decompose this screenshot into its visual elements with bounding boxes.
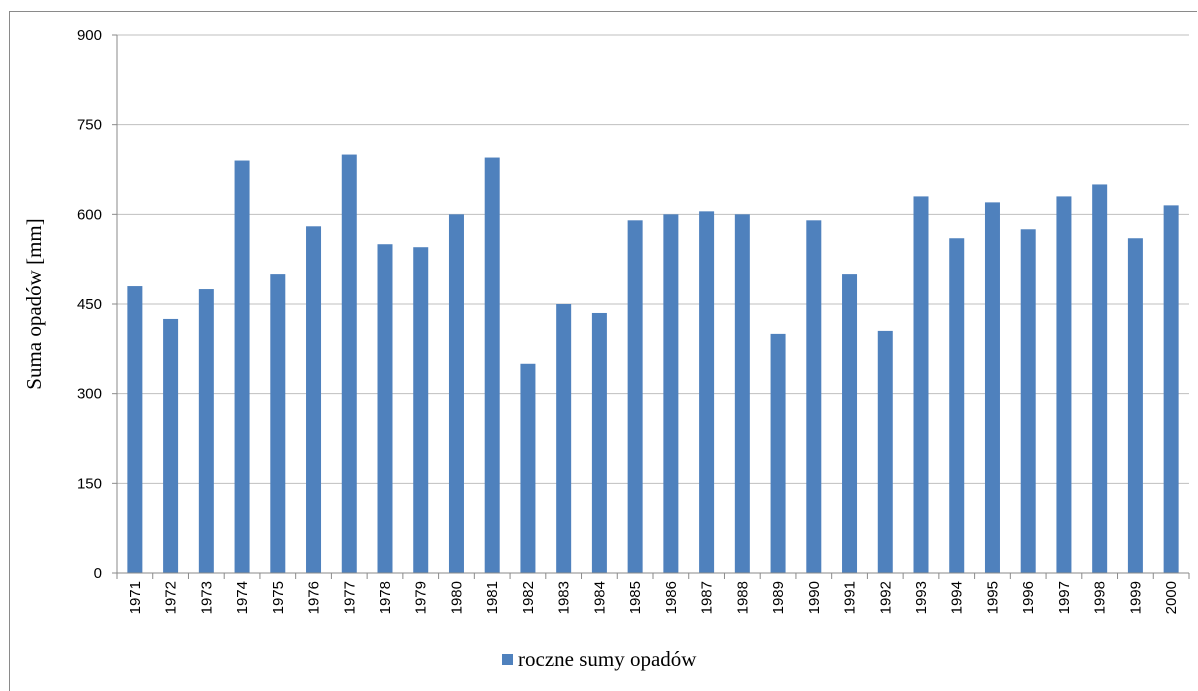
bar-1978 <box>377 244 393 573</box>
bar-1976 <box>306 226 322 574</box>
x-tick-label-1972: 1972 <box>163 581 180 614</box>
bar-1984 <box>591 312 607 573</box>
x-tick-label-1991: 1991 <box>842 581 859 614</box>
bar-1996 <box>1020 229 1036 573</box>
y-tick-label-900: 900 <box>77 27 102 44</box>
x-tick-label-1997: 1997 <box>1056 581 1073 614</box>
legend-swatch <box>502 654 513 665</box>
y-tick-label-300: 300 <box>77 386 102 403</box>
bar-1989 <box>770 333 786 573</box>
x-tick-label-1981: 1981 <box>484 581 501 614</box>
bar-1997 <box>1056 196 1072 573</box>
x-tick-label-1989: 1989 <box>770 581 787 614</box>
bar-1986 <box>663 214 679 574</box>
legend-label: roczne sumy opadów <box>518 647 697 671</box>
bar-1994 <box>949 238 965 573</box>
y-tick-label-150: 150 <box>77 475 102 492</box>
bar-1971 <box>127 286 143 573</box>
x-tick-label-1996: 1996 <box>1020 581 1037 614</box>
x-tick-label-1999: 1999 <box>1127 581 1144 614</box>
bar-1991 <box>842 274 858 573</box>
y-tick-label-750: 750 <box>77 117 102 134</box>
bar-1979 <box>413 247 429 573</box>
x-tick-label-1994: 1994 <box>949 581 966 614</box>
x-tick-label-1992: 1992 <box>877 581 894 614</box>
bar-1974 <box>234 160 250 574</box>
bar-1998 <box>1092 184 1108 573</box>
x-tick-label-1982: 1982 <box>520 581 537 614</box>
bar-1981 <box>484 157 500 574</box>
y-axis-label: Suma opadów [mm] <box>22 218 46 389</box>
x-tick-label-1998: 1998 <box>1092 581 1109 614</box>
x-tick-label-1985: 1985 <box>627 581 644 614</box>
chart-frame <box>9 11 1197 691</box>
bar-1995 <box>984 202 1000 573</box>
bar-1977 <box>341 154 357 574</box>
x-tick-label-1988: 1988 <box>734 581 751 614</box>
bar-1992 <box>877 330 893 573</box>
bar-1983 <box>556 304 572 573</box>
bar-1972 <box>163 318 179 573</box>
bar-1990 <box>806 220 822 574</box>
legend: roczne sumy opadów <box>502 647 697 671</box>
bar-2000 <box>1163 205 1179 573</box>
bars <box>127 154 1179 574</box>
y-tick-label-600: 600 <box>77 206 102 223</box>
bar-1980 <box>448 214 464 574</box>
x-tick-label-1986: 1986 <box>663 581 680 614</box>
x-tick-label-1983: 1983 <box>556 581 573 614</box>
bar-1999 <box>1127 238 1143 573</box>
bar-1975 <box>270 274 286 573</box>
x-tick-label-1977: 1977 <box>341 581 358 614</box>
x-tick-label-1995: 1995 <box>984 581 1001 614</box>
x-tick-label-2000: 2000 <box>1163 581 1180 614</box>
bar-1993 <box>913 196 929 573</box>
bar-1988 <box>734 214 750 574</box>
x-tick-label-1975: 1975 <box>270 581 287 614</box>
x-tick-label-1973: 1973 <box>198 581 215 614</box>
x-tick-label-1984: 1984 <box>591 581 608 614</box>
x-tick-label-1993: 1993 <box>913 581 930 614</box>
y-tick-label-0: 0 <box>94 565 102 582</box>
x-tick-label-1990: 1990 <box>806 581 823 614</box>
x-tick-label-1987: 1987 <box>699 581 716 614</box>
bar-1987 <box>699 211 715 573</box>
bar-1973 <box>198 289 214 573</box>
x-tick-label-1974: 1974 <box>234 581 251 614</box>
x-tick-label-1979: 1979 <box>413 581 430 614</box>
x-tick-labels: 1971 1972 1973 1974 1975 1976 1977 1978 1979 1980… <box>127 581 1180 614</box>
y-tick-labels: 0 150 300 450 600 750 900 <box>77 27 102 582</box>
axes <box>112 34 1190 579</box>
x-tick-label-1980: 1980 <box>448 581 465 614</box>
gridlines <box>117 34 1189 484</box>
y-tick-label-450: 450 <box>77 296 102 313</box>
x-tick-label-1978: 1978 <box>377 581 394 614</box>
x-tick-label-1971: 1971 <box>127 581 144 614</box>
bar-1982 <box>520 363 536 573</box>
x-tick-label-1976: 1976 <box>306 581 323 614</box>
bar-1985 <box>627 220 643 574</box>
